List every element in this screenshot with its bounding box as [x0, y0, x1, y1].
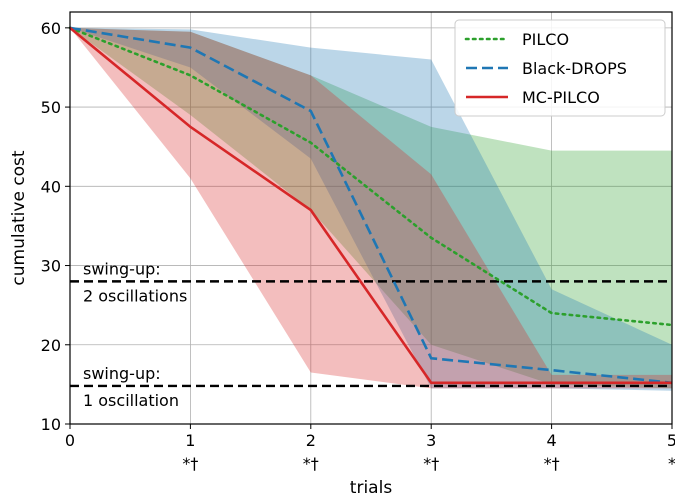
x-axis-label: trials: [350, 478, 393, 498]
x-tick-label: 0: [65, 431, 75, 450]
y-tick-label: 20: [41, 336, 61, 355]
y-tick-label: 50: [41, 98, 61, 117]
x-tick-label: 4: [547, 431, 557, 450]
threshold-label-bottom: 2 oscillations: [83, 286, 187, 305]
legend-label-pilco: PILCO: [522, 30, 569, 49]
series-line-black-drops: [69, 26, 673, 385]
legend-box: [454, 19, 666, 117]
x-tick-label: 1: [185, 431, 195, 450]
x-tick-sublabel: *†: [182, 454, 198, 473]
threshold-lines: swing-up: 2 oscillations swing-up: 1 oscill…: [70, 259, 672, 410]
band-pilco: [70, 27, 672, 389]
threshold-label-top: swing-up:: [83, 364, 161, 383]
confidence-bands: [70, 27, 672, 391]
plot-frame: [69, 11, 673, 425]
y-tick-label: 40: [41, 177, 61, 196]
threshold-label-top: swing-up:: [83, 259, 161, 278]
axis-ticks: 0 1 *† 2 *† 3 *† 4 *† 5 * 10 20 30 40 50 60: [41, 19, 675, 473]
x-tick-sublabel: *†: [423, 454, 439, 473]
x-tick-sublabel: *: [668, 454, 675, 473]
x-tick-sublabel: *†: [303, 454, 319, 473]
legend-label-black-drops: Black-DROPS: [522, 59, 627, 78]
x-tick-sublabel: *†: [544, 454, 560, 473]
band-mc-pilco: [70, 27, 672, 389]
y-tick-label: 10: [41, 415, 61, 434]
legend-label-mc-pilco: MC-PILCO: [522, 88, 600, 107]
series-line-mc-pilco: [69, 26, 672, 385]
threshold-label-bottom: 1 oscillation: [83, 391, 179, 410]
legend: PILCO Black-DROPS MC-PILCO: [454, 19, 666, 117]
series-line-pilco: [68, 26, 674, 327]
band-black-drops: [70, 27, 672, 391]
y-tick-label: 60: [41, 19, 61, 38]
x-tick-label: 3: [426, 431, 436, 450]
y-tick-label: 30: [41, 257, 61, 276]
x-tick-label: 5: [667, 431, 675, 450]
y-axis-label: cumulative cost: [9, 150, 29, 286]
series-lines: [68, 26, 674, 385]
x-tick-label: 2: [306, 431, 316, 450]
